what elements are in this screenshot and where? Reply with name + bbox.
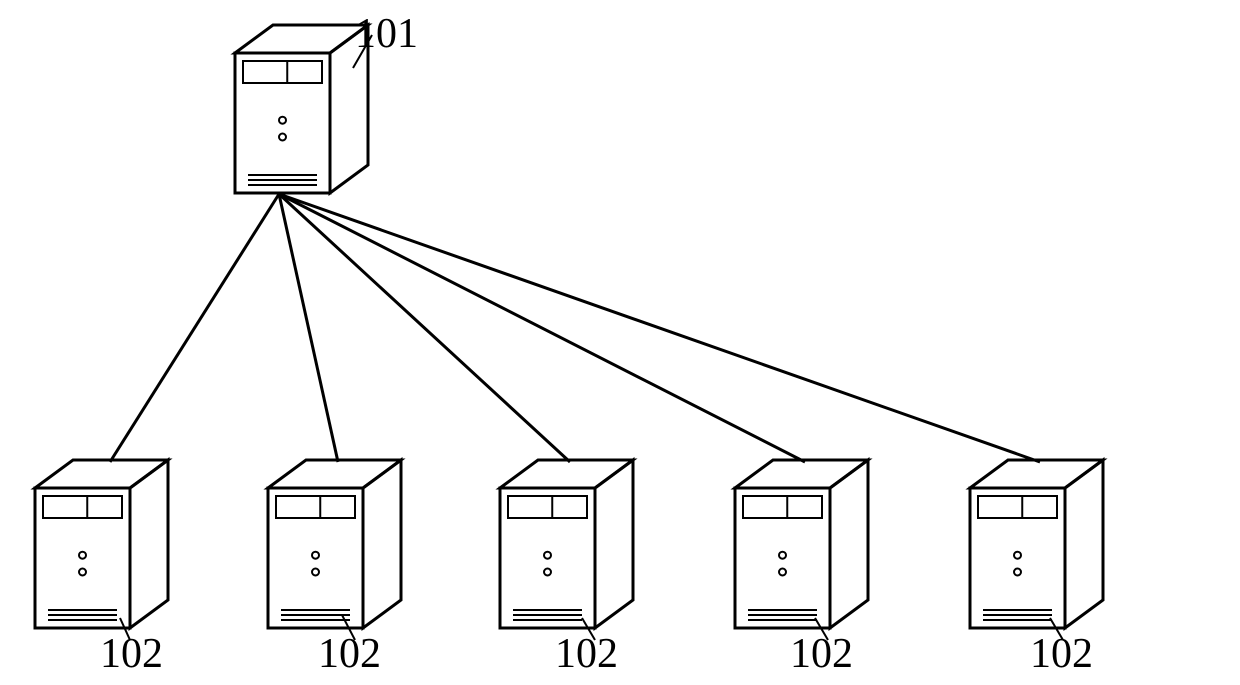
connection-lines xyxy=(110,194,1040,462)
leader-lines xyxy=(120,35,1063,640)
node-label: 102 xyxy=(555,630,618,678)
diagram-canvas xyxy=(0,0,1240,685)
node-label: 102 xyxy=(100,630,163,678)
node-label: 101 xyxy=(355,10,418,58)
node-label: 102 xyxy=(790,630,853,678)
node-label: 102 xyxy=(1030,630,1093,678)
node-label: 102 xyxy=(318,630,381,678)
